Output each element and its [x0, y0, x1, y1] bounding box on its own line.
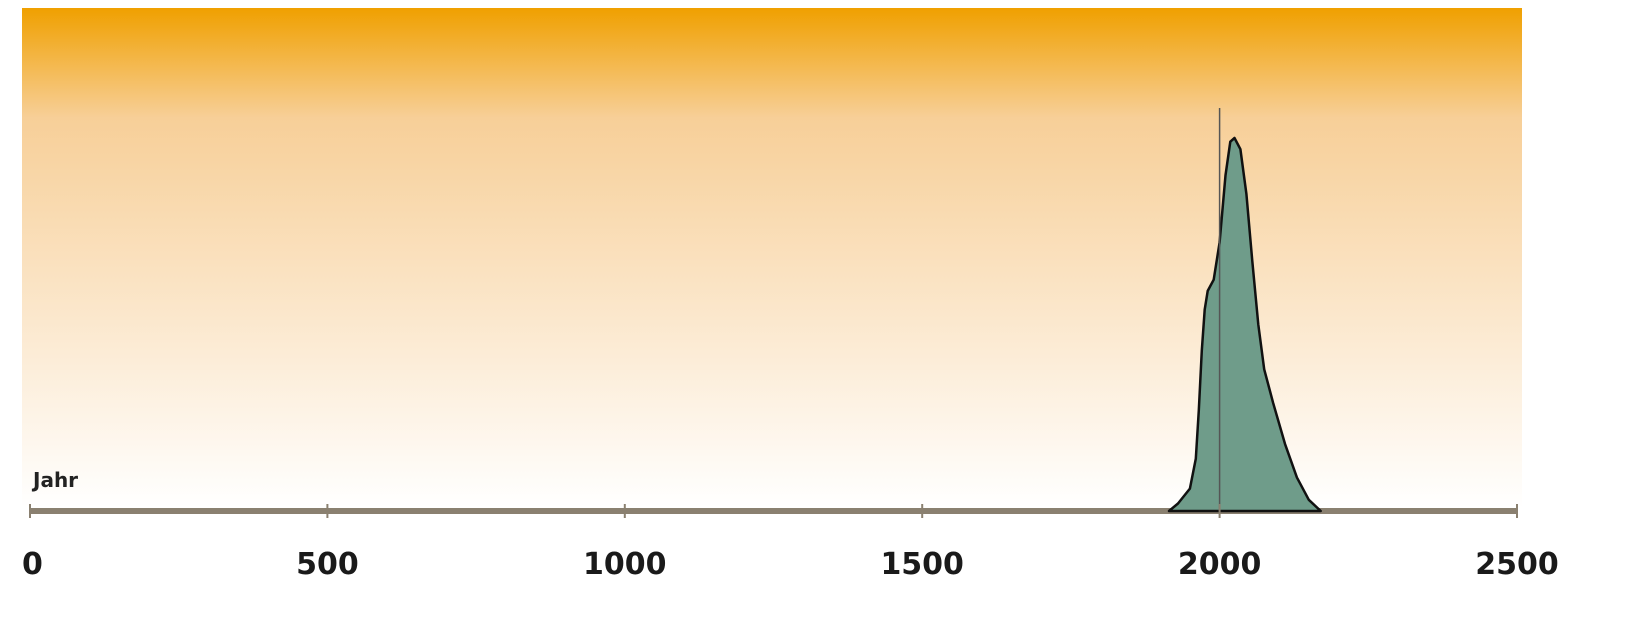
- x-tick-label: 2000: [1178, 547, 1262, 582]
- x-tick-label: 1000: [583, 547, 667, 582]
- x-axis-label: Jahr: [31, 468, 78, 492]
- x-tick-label: 1500: [880, 547, 964, 582]
- density-area-series-0: [1167, 136, 1322, 513]
- x-tick-label: 0: [22, 547, 43, 582]
- x-tick-label: 500: [296, 547, 359, 582]
- plot-background: [22, 8, 1522, 508]
- x-tick-label: 2500: [1475, 547, 1559, 582]
